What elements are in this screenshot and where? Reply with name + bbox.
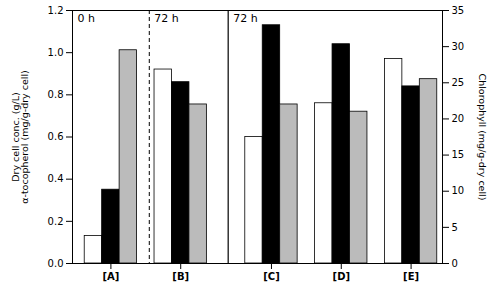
svg-text:[A]: [A] bbox=[102, 271, 119, 282]
svg-text:[D]: [D] bbox=[333, 271, 350, 282]
svg-text:0.0: 0.0 bbox=[48, 258, 64, 269]
svg-text:1.0: 1.0 bbox=[48, 47, 64, 58]
svg-text:0.6: 0.6 bbox=[48, 131, 64, 142]
svg-text:0.4: 0.4 bbox=[48, 173, 64, 184]
svg-text:0.8: 0.8 bbox=[48, 89, 64, 100]
svg-text:Dry cell conc. (g/L)α-tocopher: Dry cell conc. (g/L)α-tocopherol (mg/g-d… bbox=[10, 70, 31, 204]
svg-text:0.2: 0.2 bbox=[48, 216, 64, 227]
svg-text:15: 15 bbox=[452, 149, 465, 160]
svg-text:Chlorophyll (mg/g-dry cell): Chlorophyll (mg/g-dry cell) bbox=[477, 74, 488, 201]
svg-text:72 h: 72 h bbox=[154, 12, 178, 25]
svg-text:0: 0 bbox=[452, 258, 458, 269]
svg-text:1.2: 1.2 bbox=[48, 5, 64, 16]
svg-text:[B]: [B] bbox=[172, 271, 189, 282]
svg-text:30: 30 bbox=[452, 41, 465, 52]
svg-text:20: 20 bbox=[452, 113, 465, 124]
svg-text:10: 10 bbox=[452, 185, 465, 196]
svg-text:0 h: 0 h bbox=[78, 12, 95, 25]
svg-text:[E]: [E] bbox=[403, 271, 419, 282]
svg-text:[C]: [C] bbox=[263, 271, 279, 282]
svg-text:72 h: 72 h bbox=[233, 12, 257, 25]
svg-text:5: 5 bbox=[452, 222, 458, 233]
svg-text:25: 25 bbox=[452, 77, 465, 88]
svg-text:35: 35 bbox=[452, 5, 465, 16]
